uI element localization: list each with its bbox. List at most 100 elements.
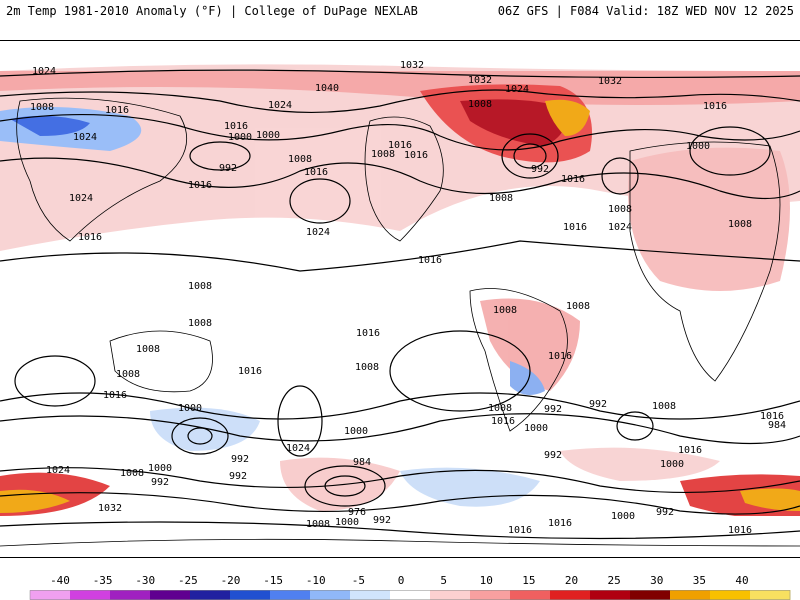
- colorbar-swatch: [230, 590, 271, 600]
- colorbar-swatch: [190, 590, 231, 600]
- isobars: [0, 69, 800, 540]
- colorbar-swatch: [590, 590, 631, 600]
- isobar-label: 1016: [491, 416, 515, 427]
- isobar-label: 1008: [371, 149, 395, 160]
- isobar-label: 1016: [238, 366, 262, 377]
- colorbar-swatch: [550, 590, 591, 600]
- isobar-label: 1000: [686, 141, 710, 152]
- anomaly-shading: [0, 64, 800, 557]
- isobar-label: 1032: [598, 76, 622, 87]
- colorbar-tick-label: -15: [263, 574, 284, 587]
- isobar-label: 984: [768, 420, 786, 431]
- colorbar-tick-label: 25: [607, 574, 621, 587]
- isobar-label: 1024: [505, 84, 529, 95]
- colorbar-swatch: [70, 590, 111, 600]
- isobar-label: 1032: [468, 75, 492, 86]
- isobar-label: 1008: [288, 154, 312, 165]
- isobar-label: 1000: [178, 403, 202, 414]
- isobar-label: 1016: [224, 121, 248, 132]
- isobar-label: 1024: [306, 227, 330, 238]
- isobar-label: 1016: [728, 525, 752, 536]
- isobar-label: 1008: [488, 403, 512, 414]
- isobar-label: 1016: [678, 445, 702, 456]
- colorbar-swatch: [710, 590, 751, 600]
- colorbar-tick-label: -30: [135, 574, 156, 587]
- isobar-label: 1024: [286, 443, 310, 454]
- isobar-label: 1024: [46, 465, 70, 476]
- colorbar-swatch: [670, 590, 711, 600]
- isobar-label: 1016: [105, 105, 129, 116]
- colorbar-swatch: [470, 590, 511, 600]
- isobar-label: 1000: [228, 132, 252, 143]
- colorbar-swatch: [150, 590, 191, 600]
- isobar-label: 1000: [148, 463, 172, 474]
- isobar-label: 1016: [356, 328, 380, 339]
- colorbar-swatch: [30, 590, 71, 600]
- isobar-label: 1016: [418, 255, 442, 266]
- isobar-label: 1016: [404, 150, 428, 161]
- isobar-label: 992: [151, 477, 169, 488]
- isobar-label: 1008: [468, 99, 492, 110]
- colorbar-tick-label: -40: [50, 574, 70, 587]
- isobar-label: 1016: [703, 101, 727, 112]
- isobar-label: 1016: [304, 167, 328, 178]
- colorbar-swatch: [350, 590, 391, 600]
- weather-map: 1024 1032 1008 1016 1040 1032 1024 1032 1008 1024…: [0, 40, 800, 558]
- colorbar-tick-label: 35: [692, 574, 706, 587]
- isobar-label: 992: [229, 471, 247, 482]
- model-run-info: 06Z GFS | F084 Valid: 18Z WED NOV 12 202…: [497, 4, 794, 18]
- colorbar-swatch: [510, 590, 551, 600]
- isobar-label: 1008: [116, 369, 140, 380]
- colorbar-tick-label: -20: [220, 574, 241, 587]
- isobar-label: 1008: [188, 318, 212, 329]
- colorbar: [29, 590, 791, 600]
- colorbar-tick-label: 10: [479, 574, 493, 587]
- colorbar-labels: -40 -35 -30 -25 -20 -15 -10 -5 0 5 10 15 20 25 30 35 40: [0, 574, 800, 588]
- colorbar-swatch: [390, 590, 431, 600]
- isobar-label: 1016: [78, 232, 102, 243]
- isobar-label: 992: [373, 515, 391, 526]
- isobar-label: 976: [348, 507, 366, 518]
- isobar-label: 1000: [611, 511, 635, 522]
- isobar-label: 1008: [30, 102, 54, 113]
- isobar-label: 1000: [660, 459, 684, 470]
- isobar-label: 1016: [103, 390, 127, 401]
- colorbar-tick-label: 0: [397, 574, 405, 587]
- isobar-label: 1000: [344, 426, 368, 437]
- isobar-label: 984: [353, 457, 371, 468]
- isobar-label: 1024: [268, 100, 292, 111]
- isobar-label: 1008: [493, 305, 517, 316]
- isobar-label: 1008: [652, 401, 676, 412]
- isobar-label: 1008: [355, 362, 379, 373]
- colorbar-swatch: [310, 590, 351, 600]
- isobar-label: 1016: [548, 351, 572, 362]
- colorbar-tick-label: -5: [351, 574, 365, 587]
- colorbar-swatch: [270, 590, 311, 600]
- isobar-label: 1016: [563, 222, 587, 233]
- isobar-label: 1000: [524, 423, 548, 434]
- colorbar-swatch: [110, 590, 151, 600]
- isobar-label: 992: [219, 163, 237, 174]
- isobar-label: 1024: [73, 132, 97, 143]
- isobar-label: 1008: [136, 344, 160, 355]
- colorbar-tick-label: -35: [92, 574, 113, 587]
- isobar-label: 1024: [32, 66, 56, 77]
- colorbar-tick-label: 15: [522, 574, 536, 587]
- colorbar-tick-label: -10: [305, 574, 326, 587]
- colorbar-tick-label: 30: [650, 574, 664, 587]
- isobar-label: 1008: [566, 301, 590, 312]
- isobar-label: 1008: [489, 193, 513, 204]
- isobar-label: 1008: [306, 519, 330, 530]
- isobar-label: 1016: [388, 140, 412, 151]
- isobar-label: 992: [531, 164, 549, 175]
- isobar-label: 1024: [608, 222, 632, 233]
- colorbar-swatch: [430, 590, 471, 600]
- map-title: 2m Temp 1981-2010 Anomaly (°F) | College…: [6, 4, 418, 18]
- isobar-label: 1032: [98, 503, 122, 514]
- isobar-label: 1040: [315, 83, 339, 94]
- isobar-label: 992: [656, 507, 674, 518]
- isobar-label: 1008: [728, 219, 752, 230]
- isobar-label: 1024: [69, 193, 93, 204]
